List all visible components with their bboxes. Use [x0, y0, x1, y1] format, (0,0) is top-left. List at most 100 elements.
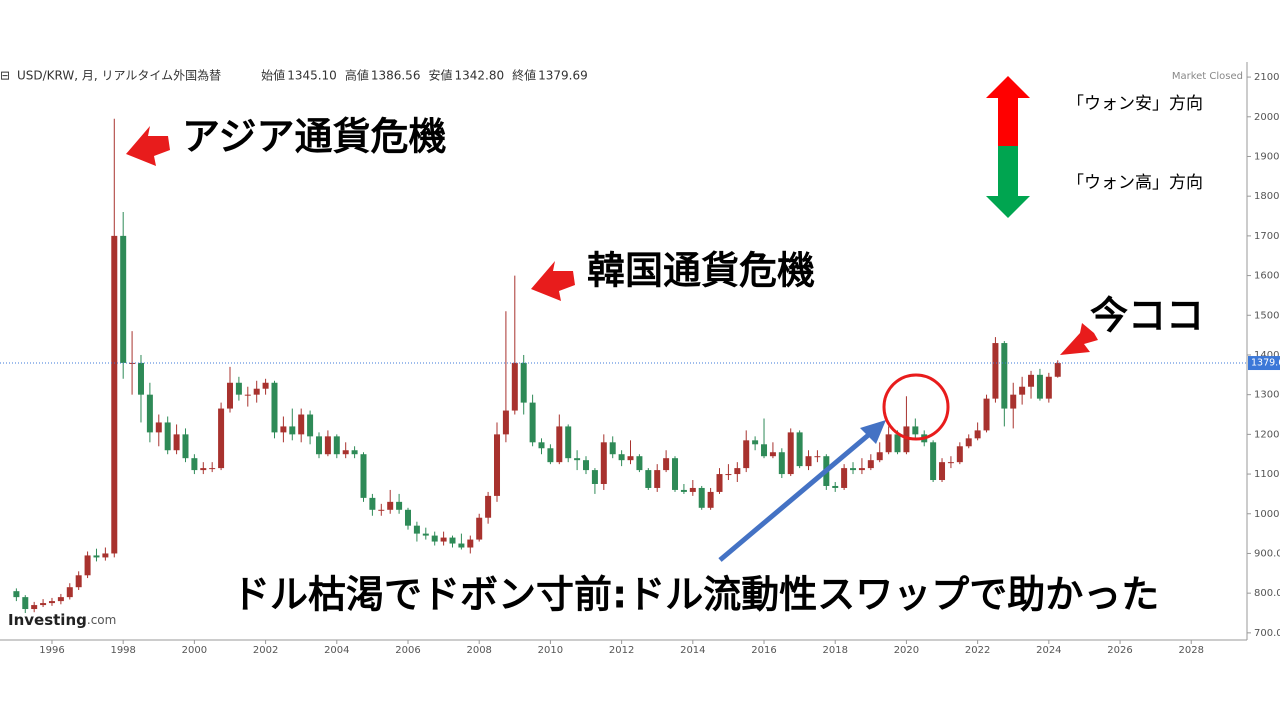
- collapse-icon: ⊟: [0, 69, 10, 83]
- candle-body: [663, 458, 670, 471]
- candle-body: [31, 605, 38, 610]
- y-tick-label: 1200.0: [1254, 429, 1280, 440]
- x-tick-label: 2014: [680, 645, 705, 656]
- candle-body: [315, 436, 322, 455]
- candle-body: [752, 440, 759, 445]
- ohlc-label: 高値: [345, 68, 369, 83]
- candle-body: [298, 414, 305, 435]
- logo-main: Investing: [8, 611, 87, 629]
- candle-body: [93, 555, 100, 558]
- ohlc-value: 1386.56: [371, 69, 421, 83]
- candle-body: [814, 456, 821, 458]
- candle-body: [511, 362, 518, 411]
- candle-body: [627, 456, 634, 461]
- candle-body: [992, 343, 999, 399]
- candle-body: [146, 394, 153, 433]
- candle-body: [387, 501, 394, 510]
- x-tick-label: 2026: [1107, 645, 1132, 656]
- plot-area: [0, 118, 1247, 614]
- candle-body: [449, 537, 456, 544]
- x-tick-label: 1996: [39, 645, 64, 656]
- candle-body: [253, 388, 260, 395]
- candle-body: [1054, 363, 1061, 377]
- candle-body: [351, 450, 358, 455]
- candle-body: [556, 426, 563, 463]
- candle-body: [894, 434, 901, 453]
- candle-body: [876, 452, 883, 461]
- candle-body: [538, 442, 545, 449]
- x-tick-label: 2004: [324, 645, 349, 656]
- candle-body: [939, 462, 946, 481]
- candle-body: [574, 458, 581, 461]
- candle-body: [342, 450, 349, 455]
- x-tick-label: 2012: [609, 645, 634, 656]
- chart-header: ⊟ USD/KRW, 月, リアルタイム外国為替 Market Closed: [0, 69, 1243, 83]
- direction-label: 「ウォン安」方向: [1067, 94, 1203, 114]
- candle-body: [858, 468, 865, 471]
- candle-body: [1019, 386, 1026, 395]
- candle-body: [191, 458, 198, 471]
- candle-body: [22, 597, 29, 610]
- candle-body: [111, 235, 118, 554]
- annotation: 韓国通貨危機: [587, 249, 815, 293]
- candle-body: [618, 454, 625, 461]
- candle-body: [413, 525, 420, 534]
- candle-body: [903, 426, 910, 453]
- x-tick-label: 2008: [466, 645, 491, 656]
- candle-body: [440, 537, 447, 542]
- x-tick-label: 2022: [965, 645, 990, 656]
- ohlc-label: 安値: [428, 68, 452, 83]
- candle-body: [912, 426, 919, 435]
- candle-body: [796, 432, 803, 467]
- y-tick-label: 1100.0: [1254, 469, 1280, 480]
- candle-body: [672, 458, 679, 490]
- candle-body: [13, 591, 20, 598]
- candle-body: [1036, 374, 1043, 399]
- price-label: 1379.69: [1251, 358, 1280, 369]
- y-tick-label: 900.0: [1254, 548, 1280, 559]
- annotation: ドル枯渇でドボン寸前:ドル流動性スワップで助かった: [232, 573, 1159, 617]
- candle-body: [947, 462, 954, 464]
- ohlc-value: 1345.10: [287, 69, 337, 83]
- candle-body: [609, 442, 616, 455]
- candle-body: [137, 362, 144, 395]
- x-tick-label: 2020: [894, 645, 919, 656]
- candle-body: [209, 468, 216, 470]
- candle-body: [1010, 394, 1017, 409]
- direction-arrow-down: [986, 146, 1030, 218]
- candle-body: [458, 543, 465, 548]
- candle-body: [716, 474, 723, 492]
- candle-body: [805, 456, 812, 467]
- ohlc-value: 1342.80: [454, 69, 504, 83]
- candle-body: [218, 408, 225, 469]
- candle-body: [725, 474, 732, 476]
- candle-body: [778, 452, 785, 475]
- y-tick-label: 2100.0: [1254, 72, 1280, 83]
- price-box: [1248, 356, 1280, 371]
- candle-body: [1001, 343, 1008, 409]
- candle-body: [743, 440, 750, 469]
- ohlc-label: 始値: [261, 68, 285, 83]
- candle-body: [235, 382, 242, 395]
- candle-body: [591, 470, 598, 484]
- y-tick-label: 1900.0: [1254, 151, 1280, 162]
- candle-body: [547, 448, 554, 463]
- candle-body: [645, 470, 652, 488]
- y-tick-label: 1000.0: [1254, 509, 1280, 520]
- market-status: Market Closed: [1172, 71, 1243, 82]
- candle-body: [832, 485, 839, 488]
- candle-body: [787, 432, 794, 475]
- candle-body: [494, 434, 501, 496]
- candle-body: [431, 535, 438, 542]
- candle-body: [48, 601, 55, 604]
- y-tick-label: 700.0: [1254, 628, 1280, 639]
- candle-body: [120, 235, 127, 363]
- annotation-arrow-head: [860, 420, 886, 444]
- candle-body: [698, 487, 705, 508]
- annotation-arrow: [126, 126, 170, 166]
- x-tick-label: 2018: [822, 645, 847, 656]
- y-tick-label: 1300.0: [1254, 390, 1280, 401]
- candle-body: [226, 382, 233, 409]
